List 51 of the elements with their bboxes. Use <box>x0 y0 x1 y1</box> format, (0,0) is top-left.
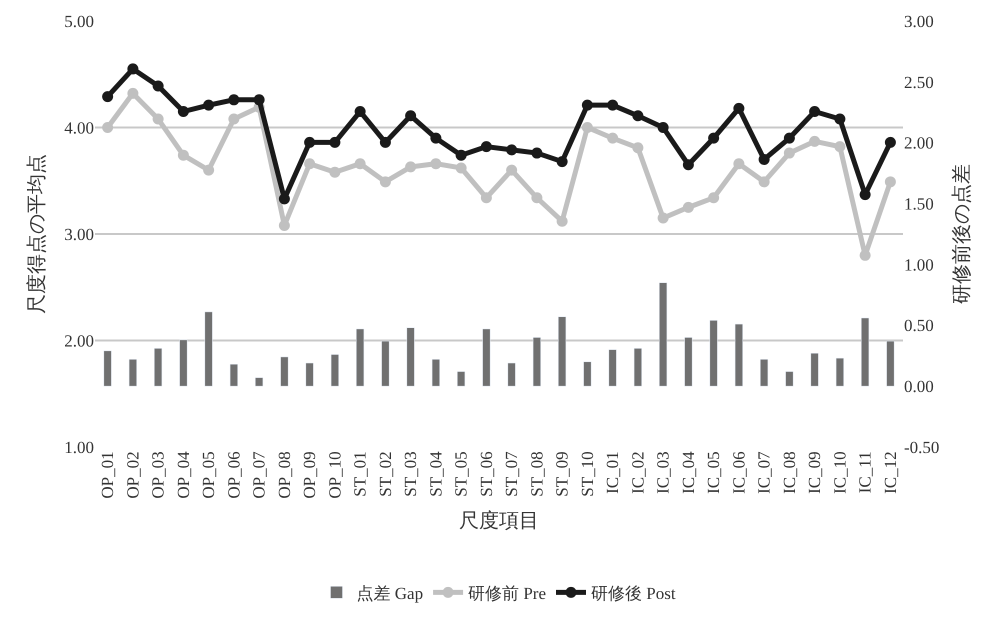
x-tick-label: OP_08 <box>274 451 294 499</box>
y2-tick-label: 0.50 <box>904 316 934 336</box>
x-tick-label: OP_09 <box>300 451 320 499</box>
x-tick-label: ST_10 <box>578 451 597 497</box>
legend-label: 研修後 Post <box>591 584 676 603</box>
x-tick-label: IC_09 <box>805 451 824 494</box>
y-tick-label: 2.00 <box>64 331 94 350</box>
y-tick-label: 1.00 <box>64 438 94 457</box>
x-tick-label: IC_11 <box>856 451 875 494</box>
x-tick-label: IC_05 <box>704 451 724 494</box>
x-tick-label: ST_01 <box>350 451 370 497</box>
x-tick-label: OP_06 <box>224 451 244 499</box>
x-tick-label: IC_07 <box>754 450 774 494</box>
y-tick-label: 4.00 <box>64 118 94 138</box>
x-tick-label: ST_04 <box>426 450 446 497</box>
y-axis-title: 尺度得点の平均点 <box>26 154 48 314</box>
y2-axis-title: 研修前後の点差 <box>950 164 973 304</box>
x-tick-label: OP_03 <box>148 451 168 499</box>
x-tick-label: ST_02 <box>376 451 395 497</box>
y2-tick-label: 2.00 <box>904 134 934 153</box>
x-tick-label: IC_02 <box>628 451 648 494</box>
x-tick-label: ST_09 <box>552 451 572 497</box>
x-tick-label: OP_04 <box>174 450 193 499</box>
x-tick-label: IC_10 <box>830 451 850 494</box>
y2-tick-label: 1.50 <box>904 194 934 214</box>
x-tick-label: IC_06 <box>729 451 748 494</box>
y-tick-label: 5.00 <box>64 12 94 31</box>
x-tick-label: ST_08 <box>527 451 546 497</box>
x-tick-label: OP_10 <box>325 451 344 499</box>
x-tick-label: ST_07 <box>502 450 522 497</box>
x-tick-label: IC_04 <box>678 450 698 494</box>
x-tick-label: IC_08 <box>780 451 799 494</box>
y2-tick-label: -0.50 <box>904 438 940 457</box>
legend-label: 点差 Gap <box>356 584 424 603</box>
y2-tick-label: 1.00 <box>904 255 934 274</box>
x-tick-label: ST_05 <box>452 451 471 497</box>
x-tick-label: OP_07 <box>250 450 269 499</box>
y2-tick-label: 0.00 <box>904 377 934 396</box>
x-tick-label: ST_03 <box>401 451 420 497</box>
x-tick-label: IC_03 <box>654 451 673 494</box>
x-tick-label: OP_02 <box>123 451 142 499</box>
x-tick-label: OP_01 <box>98 451 118 499</box>
x-axis-title: 尺度項目 <box>459 510 539 532</box>
y2-tick-label: 2.50 <box>904 72 934 92</box>
y-tick-label: 3.00 <box>64 224 94 244</box>
x-tick-label: OP_05 <box>199 451 218 499</box>
y2-tick-label: 3.00 <box>904 12 934 31</box>
x-tick-label: ST_06 <box>476 451 496 497</box>
legend-label: 研修前 Pre <box>468 584 546 603</box>
x-tick-label: IC_01 <box>603 451 622 494</box>
x-tick-label: IC_12 <box>880 451 900 494</box>
